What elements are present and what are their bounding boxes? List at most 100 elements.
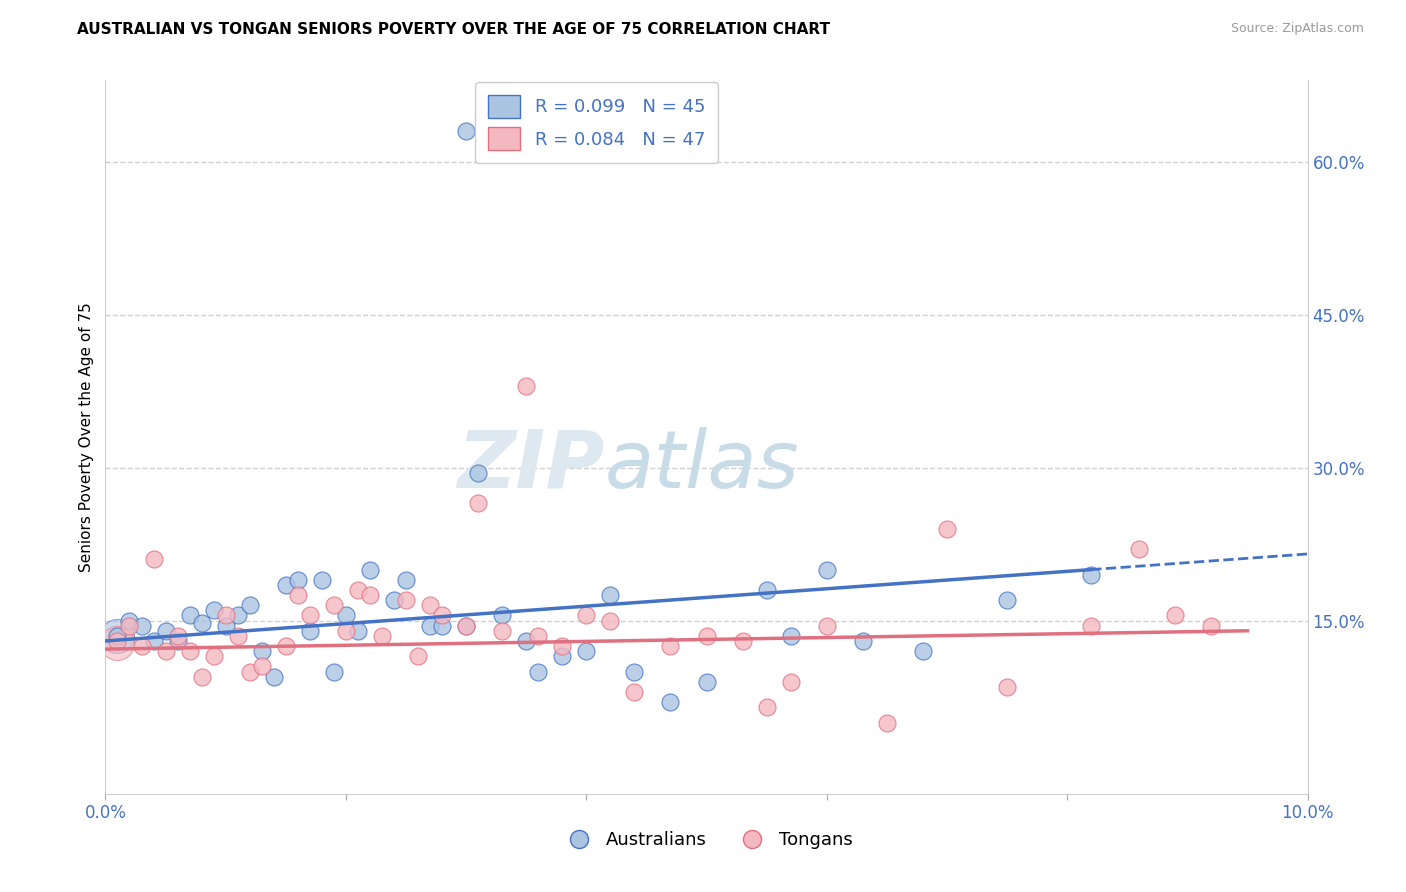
Point — [239, 665, 262, 679]
Point — [406, 649, 429, 664]
Point — [599, 614, 621, 628]
Point — [274, 639, 297, 653]
Point — [190, 670, 212, 684]
Point — [395, 573, 418, 587]
Point — [467, 496, 489, 510]
Point — [491, 608, 513, 623]
Point — [852, 634, 875, 648]
Point — [382, 593, 405, 607]
Point — [287, 573, 309, 587]
Point — [263, 670, 285, 684]
Text: AUSTRALIAN VS TONGAN SENIORS POVERTY OVER THE AGE OF 75 CORRELATION CHART: AUSTRALIAN VS TONGAN SENIORS POVERTY OVE… — [77, 22, 831, 37]
Point — [142, 552, 165, 566]
Point — [1201, 618, 1223, 632]
Point — [359, 563, 381, 577]
Point — [911, 644, 934, 658]
Point — [179, 608, 201, 623]
Point — [876, 715, 898, 730]
Point — [322, 599, 344, 613]
Point — [347, 624, 370, 638]
Point — [419, 599, 441, 613]
Legend: Australians, Tongans: Australians, Tongans — [554, 824, 859, 856]
Point — [551, 649, 574, 664]
Point — [226, 608, 249, 623]
Point — [779, 674, 801, 689]
Point — [575, 608, 598, 623]
Point — [936, 522, 959, 536]
Point — [454, 124, 477, 138]
Point — [815, 563, 838, 577]
Point — [779, 629, 801, 643]
Point — [659, 639, 682, 653]
Point — [118, 618, 141, 632]
Point — [731, 634, 754, 648]
Point — [107, 634, 129, 648]
Point — [142, 634, 165, 648]
Point — [515, 634, 537, 648]
Point — [250, 644, 273, 658]
Point — [155, 624, 177, 638]
Text: Source: ZipAtlas.com: Source: ZipAtlas.com — [1230, 22, 1364, 36]
Point — [131, 639, 153, 653]
Text: ZIP: ZIP — [457, 426, 605, 505]
Point — [274, 578, 297, 592]
Point — [202, 603, 225, 617]
Point — [1164, 608, 1187, 623]
Point — [696, 674, 718, 689]
Point — [107, 636, 129, 650]
Point — [755, 700, 778, 714]
Point — [179, 644, 201, 658]
Point — [995, 593, 1018, 607]
Point — [359, 588, 381, 602]
Point — [250, 659, 273, 673]
Point — [335, 624, 357, 638]
Y-axis label: Seniors Poverty Over the Age of 75: Seniors Poverty Over the Age of 75 — [79, 302, 94, 572]
Point — [131, 618, 153, 632]
Point — [226, 629, 249, 643]
Point — [815, 618, 838, 632]
Point — [371, 629, 394, 643]
Point — [214, 608, 236, 623]
Point — [659, 695, 682, 709]
Point — [1080, 567, 1102, 582]
Point — [311, 573, 333, 587]
Point — [202, 649, 225, 664]
Point — [527, 629, 550, 643]
Point — [118, 614, 141, 628]
Point — [454, 618, 477, 632]
Point — [107, 629, 129, 643]
Point — [287, 588, 309, 602]
Point — [467, 466, 489, 480]
Point — [335, 608, 357, 623]
Point — [166, 634, 188, 648]
Point — [696, 629, 718, 643]
Point — [214, 618, 236, 632]
Point — [298, 608, 321, 623]
Point — [623, 685, 645, 699]
Point — [322, 665, 344, 679]
Point — [430, 618, 453, 632]
Point — [239, 599, 262, 613]
Point — [599, 588, 621, 602]
Point — [298, 624, 321, 638]
Point — [1080, 618, 1102, 632]
Point — [995, 680, 1018, 694]
Point — [107, 629, 129, 643]
Point — [575, 644, 598, 658]
Point — [551, 639, 574, 653]
Point — [347, 582, 370, 597]
Point — [155, 644, 177, 658]
Point — [515, 379, 537, 393]
Point — [491, 624, 513, 638]
Point — [166, 629, 188, 643]
Point — [1128, 542, 1150, 557]
Point — [755, 582, 778, 597]
Point — [623, 665, 645, 679]
Point — [430, 608, 453, 623]
Point — [454, 618, 477, 632]
Point — [190, 615, 212, 630]
Point — [419, 618, 441, 632]
Point — [395, 593, 418, 607]
Point — [527, 665, 550, 679]
Text: atlas: atlas — [605, 426, 799, 505]
